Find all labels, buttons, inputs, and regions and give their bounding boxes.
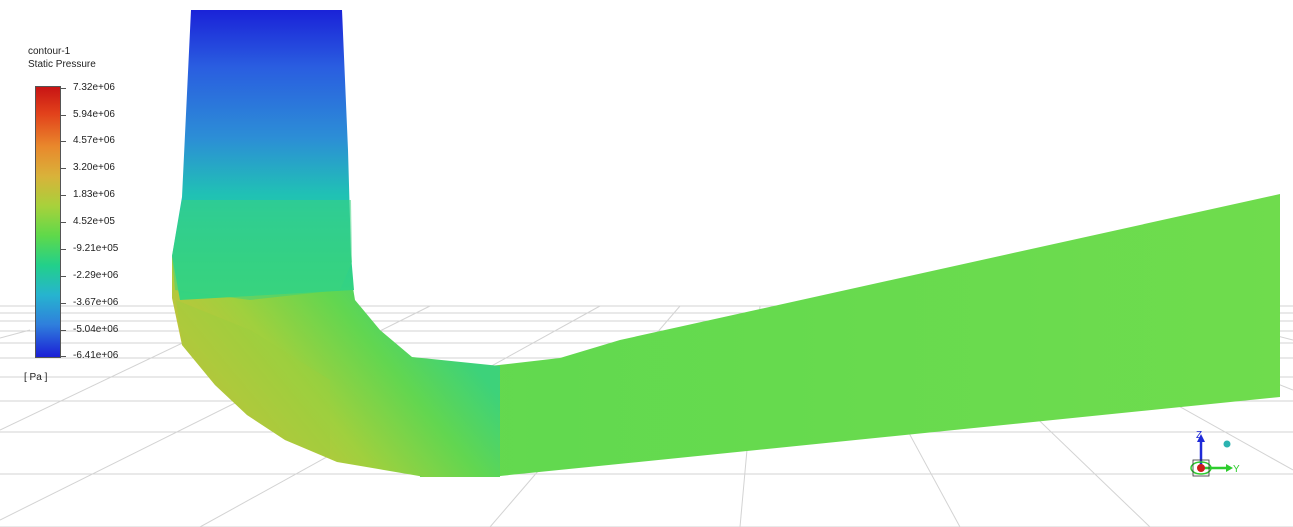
y-axis-label: Y xyxy=(1233,464,1240,475)
legend-tick-label: -6.41e+06 xyxy=(73,350,119,361)
pipe-contour[interactable] xyxy=(172,10,1280,477)
tick-mark xyxy=(61,276,66,277)
tick-mark xyxy=(61,168,66,169)
legend-tick-label: -3.67e+06 xyxy=(73,297,119,308)
tick-mark xyxy=(61,141,66,142)
legend-tick-label: -5.04e+06 xyxy=(73,324,119,335)
origin-box xyxy=(1192,459,1210,477)
legend-variable-name: Static Pressure xyxy=(28,59,96,70)
legend-unit-label: [ Pa ] xyxy=(24,372,48,383)
legend-tick-label: 4.52e+05 xyxy=(73,216,115,227)
tick-mark xyxy=(61,303,66,304)
legend-tick-label: 3.20e+06 xyxy=(73,162,115,173)
x-axis-dot xyxy=(1197,464,1205,472)
tick-mark xyxy=(61,115,66,116)
z-axis-label: Z xyxy=(1196,430,1202,441)
x-axis-ring xyxy=(1190,461,1212,475)
elbow-outer-shade xyxy=(176,300,330,458)
legend-tick-label: 4.57e+06 xyxy=(73,135,115,146)
legend-tick-label: -2.29e+06 xyxy=(73,270,119,281)
z-axis-arrow xyxy=(1197,434,1205,442)
color-scale-bar xyxy=(35,86,61,358)
tick-mark xyxy=(61,330,66,331)
tick-mark xyxy=(61,249,66,250)
legend-tick-label: 7.32e+06 xyxy=(73,82,115,93)
tick-mark xyxy=(61,195,66,196)
tick-mark xyxy=(61,88,66,89)
tick-mark xyxy=(61,222,66,223)
legend-tick-label: -9.21e+05 xyxy=(73,243,119,254)
tick-mark xyxy=(61,356,66,357)
y-axis-arrow xyxy=(1226,464,1233,472)
legend-tick-label: 5.94e+06 xyxy=(73,109,115,120)
legend-contour-name: contour-1 xyxy=(28,46,71,57)
isometric-view-icon[interactable] xyxy=(1223,440,1231,448)
outlet-section[interactable] xyxy=(410,194,1280,477)
axis-triad[interactable]: Z Y xyxy=(1190,430,1240,477)
legend-tick-label: 1.83e+06 xyxy=(73,189,115,200)
elbow-transition xyxy=(172,200,352,300)
